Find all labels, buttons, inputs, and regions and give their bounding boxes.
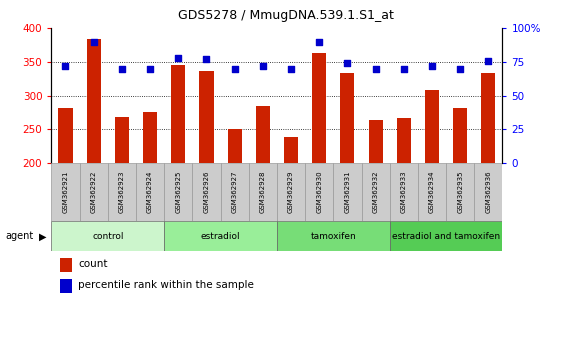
Point [61,63,70,69]
Text: GSM362930: GSM362930 [316,171,322,213]
Text: estradiol: estradiol [201,232,240,241]
Bar [475,163,502,221]
Bar [58,108,73,163]
Bar [425,90,439,163]
Bar [453,108,467,163]
Text: ▶: ▶ [39,231,47,241]
Bar [192,163,220,221]
Bar [481,73,496,163]
Bar [418,163,446,221]
Point [117,66,126,72]
Text: GSM362927: GSM362927 [232,171,238,213]
Text: agent: agent [6,231,34,241]
Point [89,39,98,45]
Point [202,56,211,62]
Bar [199,72,214,163]
Bar [389,163,418,221]
Text: control: control [92,232,123,241]
Point [174,55,183,61]
Bar [397,118,411,163]
Bar [340,73,355,163]
Bar [256,106,270,163]
Point [399,66,408,72]
Text: GSM362926: GSM362926 [203,171,210,213]
Bar [277,221,389,251]
Text: GSM362921: GSM362921 [62,171,69,213]
Bar [389,221,502,251]
Bar [277,163,305,221]
Text: GSM362933: GSM362933 [401,171,407,213]
Text: GSM362925: GSM362925 [175,171,181,213]
Bar [51,163,79,221]
Text: GSM362931: GSM362931 [344,171,351,213]
Text: percentile rank within the sample: percentile rank within the sample [78,280,254,290]
Bar [79,163,108,221]
Text: GSM362922: GSM362922 [91,171,96,213]
Bar [61,279,72,293]
Bar [361,163,390,221]
Bar [87,39,100,163]
Bar [164,163,192,221]
Bar [305,163,333,221]
Text: GSM362932: GSM362932 [373,171,379,213]
Point [428,63,437,69]
Point [371,66,380,72]
Point [146,66,155,72]
Point [484,58,493,63]
Text: GSM362935: GSM362935 [457,171,463,213]
Bar [143,113,157,163]
Bar [368,120,383,163]
Text: GSM362934: GSM362934 [429,171,435,213]
Bar [51,221,164,251]
Point [287,66,296,72]
Text: GSM362928: GSM362928 [260,171,266,213]
Point [456,66,465,72]
Text: GDS5278 / MmugDNA.539.1.S1_at: GDS5278 / MmugDNA.539.1.S1_at [178,9,393,22]
Bar [312,52,326,163]
Point [343,61,352,66]
Bar [171,65,186,163]
Bar [164,221,277,251]
Bar [115,117,129,163]
Text: tamoxifen: tamoxifen [311,232,356,241]
Text: count: count [78,259,108,269]
Bar [61,258,72,272]
Point [230,66,239,72]
Text: GSM362929: GSM362929 [288,171,294,213]
Bar [249,163,277,221]
Text: GSM362936: GSM362936 [485,171,492,213]
Text: GSM362924: GSM362924 [147,171,153,213]
Bar [136,163,164,221]
Bar [220,163,249,221]
Text: estradiol and tamoxifen: estradiol and tamoxifen [392,232,500,241]
Text: GSM362923: GSM362923 [119,171,125,213]
Bar [228,129,242,163]
Point [258,63,267,69]
Bar [284,137,298,163]
Bar [446,163,475,221]
Bar [108,163,136,221]
Bar [333,163,361,221]
Point [315,39,324,45]
